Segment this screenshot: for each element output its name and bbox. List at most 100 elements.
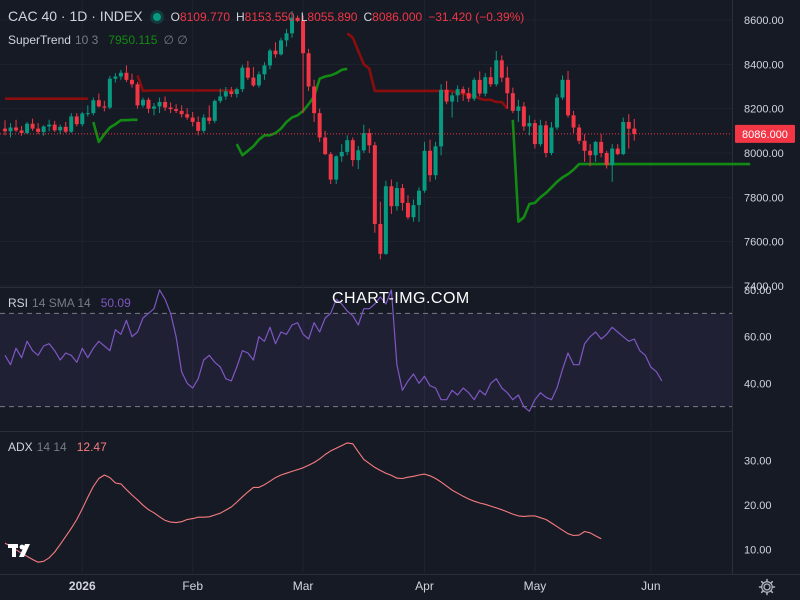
- candle-down: [135, 82, 140, 109]
- candle-down: [632, 118, 637, 141]
- rsi-axis-tick-label: 40.00: [744, 378, 772, 390]
- candle-up: [240, 64, 245, 93]
- adx-legend[interactable]: ADX 14 14 12.47: [8, 440, 107, 454]
- price-axis-tick-label: 8000.00: [744, 148, 784, 160]
- candle-body: [610, 148, 615, 166]
- candle-body: [621, 121, 626, 155]
- candle-up: [339, 144, 344, 162]
- candle-down: [389, 179, 394, 214]
- candle-body: [411, 205, 416, 218]
- candle-up: [593, 140, 598, 162]
- candle-body: [223, 91, 228, 97]
- candle-down: [510, 87, 515, 114]
- candle-body: [582, 140, 587, 151]
- candle-up: [58, 124, 63, 135]
- rsi-band-fill: [0, 313, 732, 407]
- candle-body: [477, 79, 482, 94]
- rsi-legend[interactable]: RSI 14 SMA 14 50.09: [8, 296, 131, 310]
- candle-body: [251, 77, 256, 86]
- adx-params: 14 14: [36, 440, 67, 454]
- candle-body: [201, 117, 206, 131]
- candle-body: [3, 128, 7, 132]
- candle-body: [439, 89, 444, 147]
- close-key: C: [363, 10, 373, 24]
- candle-body: [356, 150, 361, 161]
- candle-body: [350, 140, 355, 161]
- candle-down: [615, 144, 620, 156]
- candle-up: [80, 111, 85, 127]
- candle-up: [527, 115, 532, 136]
- candle-body: [107, 78, 112, 108]
- candle-body: [141, 99, 145, 106]
- candle-body: [301, 20, 306, 54]
- candle-down: [52, 120, 57, 132]
- last-price-label: 8086.000: [742, 129, 788, 141]
- candle-up: [218, 88, 223, 104]
- candle-down: [317, 108, 322, 142]
- open-key: O: [170, 10, 180, 24]
- candle-down: [190, 111, 195, 127]
- candle-down: [466, 87, 471, 103]
- candle-body: [74, 116, 79, 125]
- candle-down: [63, 121, 68, 134]
- candle-body: [284, 33, 289, 41]
- close-value: 8086.000: [372, 10, 423, 24]
- candle-body: [571, 115, 576, 128]
- candle-body: [229, 91, 234, 95]
- candle-body: [604, 153, 609, 166]
- candle-up: [610, 144, 615, 182]
- price-axis-tick-label: 8400.00: [744, 59, 784, 71]
- candle-body: [599, 141, 604, 153]
- candle-body: [615, 148, 620, 155]
- candle-body: [14, 127, 19, 131]
- candle-up: [152, 103, 157, 116]
- candle-body: [505, 77, 510, 94]
- candle-down: [207, 105, 212, 125]
- gear-icon[interactable]: [758, 578, 776, 596]
- candle-body: [273, 50, 278, 55]
- candle-down: [350, 137, 355, 167]
- candle-down: [499, 55, 504, 83]
- candle-body: [185, 114, 190, 118]
- candle-up: [157, 97, 162, 114]
- x-axis-tick-label: Feb: [182, 579, 203, 593]
- candle-body: [538, 125, 543, 145]
- candle-body: [218, 96, 223, 101]
- candle-body: [361, 133, 366, 151]
- candle-body: [472, 79, 477, 99]
- adx-axis-tick-label: 30.00: [744, 456, 772, 468]
- candle-down: [566, 70, 571, 118]
- symbol-title[interactable]: CAC 40 · 1D · INDEX: [8, 8, 143, 24]
- candle-down: [588, 144, 593, 167]
- rsi-params: 14 SMA 14: [32, 296, 91, 310]
- candle-body: [190, 117, 195, 122]
- candle-up: [383, 180, 388, 255]
- candle-up: [212, 99, 217, 124]
- candle-body: [58, 126, 63, 131]
- candle-up: [118, 69, 123, 80]
- candle-down: [163, 96, 168, 111]
- candle-body: [207, 117, 212, 121]
- candle-down: [571, 110, 576, 134]
- candle-down: [372, 141, 377, 233]
- candle-up: [417, 187, 421, 222]
- market-status-icon: [152, 12, 161, 21]
- candle-body: [157, 102, 162, 107]
- candle-down: [102, 100, 107, 112]
- candle-body: [47, 124, 52, 127]
- candle-body: [212, 100, 217, 121]
- supertrend-legend[interactable]: SuperTrend 10 3 7950.115 ∅ ∅: [8, 33, 188, 47]
- candle-body: [163, 102, 168, 108]
- candle-down: [129, 73, 134, 88]
- candle-body: [400, 188, 405, 203]
- candle-body: [85, 113, 90, 115]
- candle-body: [372, 145, 377, 224]
- price-axis-tick-label: 8600.00: [744, 15, 784, 27]
- high-key: H: [236, 10, 245, 24]
- candle-body: [588, 150, 593, 156]
- candle-up: [472, 77, 477, 101]
- candle-down: [196, 116, 201, 136]
- low-key: L: [300, 10, 308, 24]
- candle-down: [306, 48, 311, 91]
